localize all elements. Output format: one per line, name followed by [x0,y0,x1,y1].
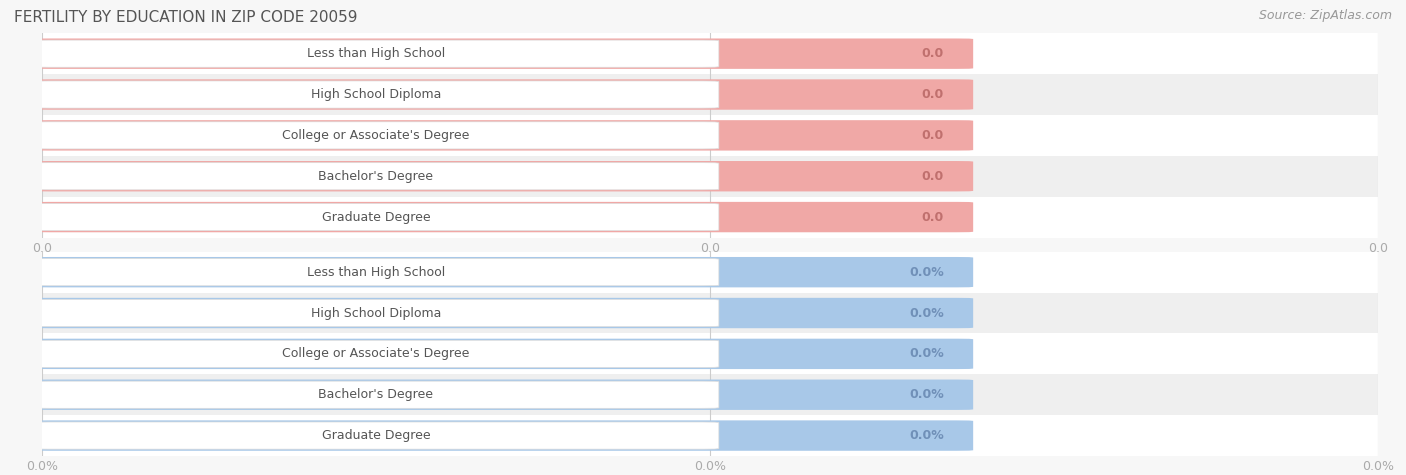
FancyBboxPatch shape [32,380,973,410]
Text: High School Diploma: High School Diploma [311,306,441,320]
Text: Graduate Degree: Graduate Degree [322,429,430,442]
Text: Less than High School: Less than High School [307,266,444,279]
Text: 0.0: 0.0 [921,47,943,60]
FancyBboxPatch shape [32,81,718,108]
FancyBboxPatch shape [32,257,973,287]
Text: 0.0%: 0.0% [910,388,943,401]
Bar [42,156,1378,197]
FancyBboxPatch shape [32,40,718,67]
FancyBboxPatch shape [32,422,718,449]
Text: 0.0: 0.0 [921,210,943,224]
Text: Bachelor's Degree: Bachelor's Degree [318,170,433,183]
Text: Less than High School: Less than High School [307,47,444,60]
Text: Graduate Degree: Graduate Degree [322,210,430,224]
Bar [42,74,1378,115]
Text: 0.0%: 0.0% [910,306,943,320]
FancyBboxPatch shape [32,202,973,232]
FancyBboxPatch shape [32,122,718,149]
Text: FERTILITY BY EDUCATION IN ZIP CODE 20059: FERTILITY BY EDUCATION IN ZIP CODE 20059 [14,10,357,25]
FancyBboxPatch shape [32,38,973,69]
Bar [42,293,1378,333]
Bar [42,115,1378,156]
Text: Bachelor's Degree: Bachelor's Degree [318,388,433,401]
Text: College or Associate's Degree: College or Associate's Degree [283,129,470,142]
FancyBboxPatch shape [32,203,718,231]
FancyBboxPatch shape [32,298,973,328]
Bar [42,374,1378,415]
FancyBboxPatch shape [32,420,973,451]
Text: 0.0: 0.0 [921,129,943,142]
Text: 0.0: 0.0 [921,170,943,183]
FancyBboxPatch shape [32,162,718,190]
Text: 0.0%: 0.0% [910,347,943,361]
Text: College or Associate's Degree: College or Associate's Degree [283,347,470,361]
Text: High School Diploma: High School Diploma [311,88,441,101]
FancyBboxPatch shape [32,299,718,327]
Text: 0.0: 0.0 [921,88,943,101]
Bar [42,415,1378,456]
Bar [42,197,1378,238]
FancyBboxPatch shape [32,381,718,408]
Text: 0.0%: 0.0% [910,429,943,442]
Bar [42,252,1378,293]
FancyBboxPatch shape [32,340,718,368]
FancyBboxPatch shape [32,258,718,286]
FancyBboxPatch shape [32,120,973,151]
Bar [42,33,1378,74]
Text: Source: ZipAtlas.com: Source: ZipAtlas.com [1258,10,1392,22]
Bar [42,333,1378,374]
Text: 0.0%: 0.0% [910,266,943,279]
FancyBboxPatch shape [32,79,973,110]
FancyBboxPatch shape [32,339,973,369]
FancyBboxPatch shape [32,161,973,191]
